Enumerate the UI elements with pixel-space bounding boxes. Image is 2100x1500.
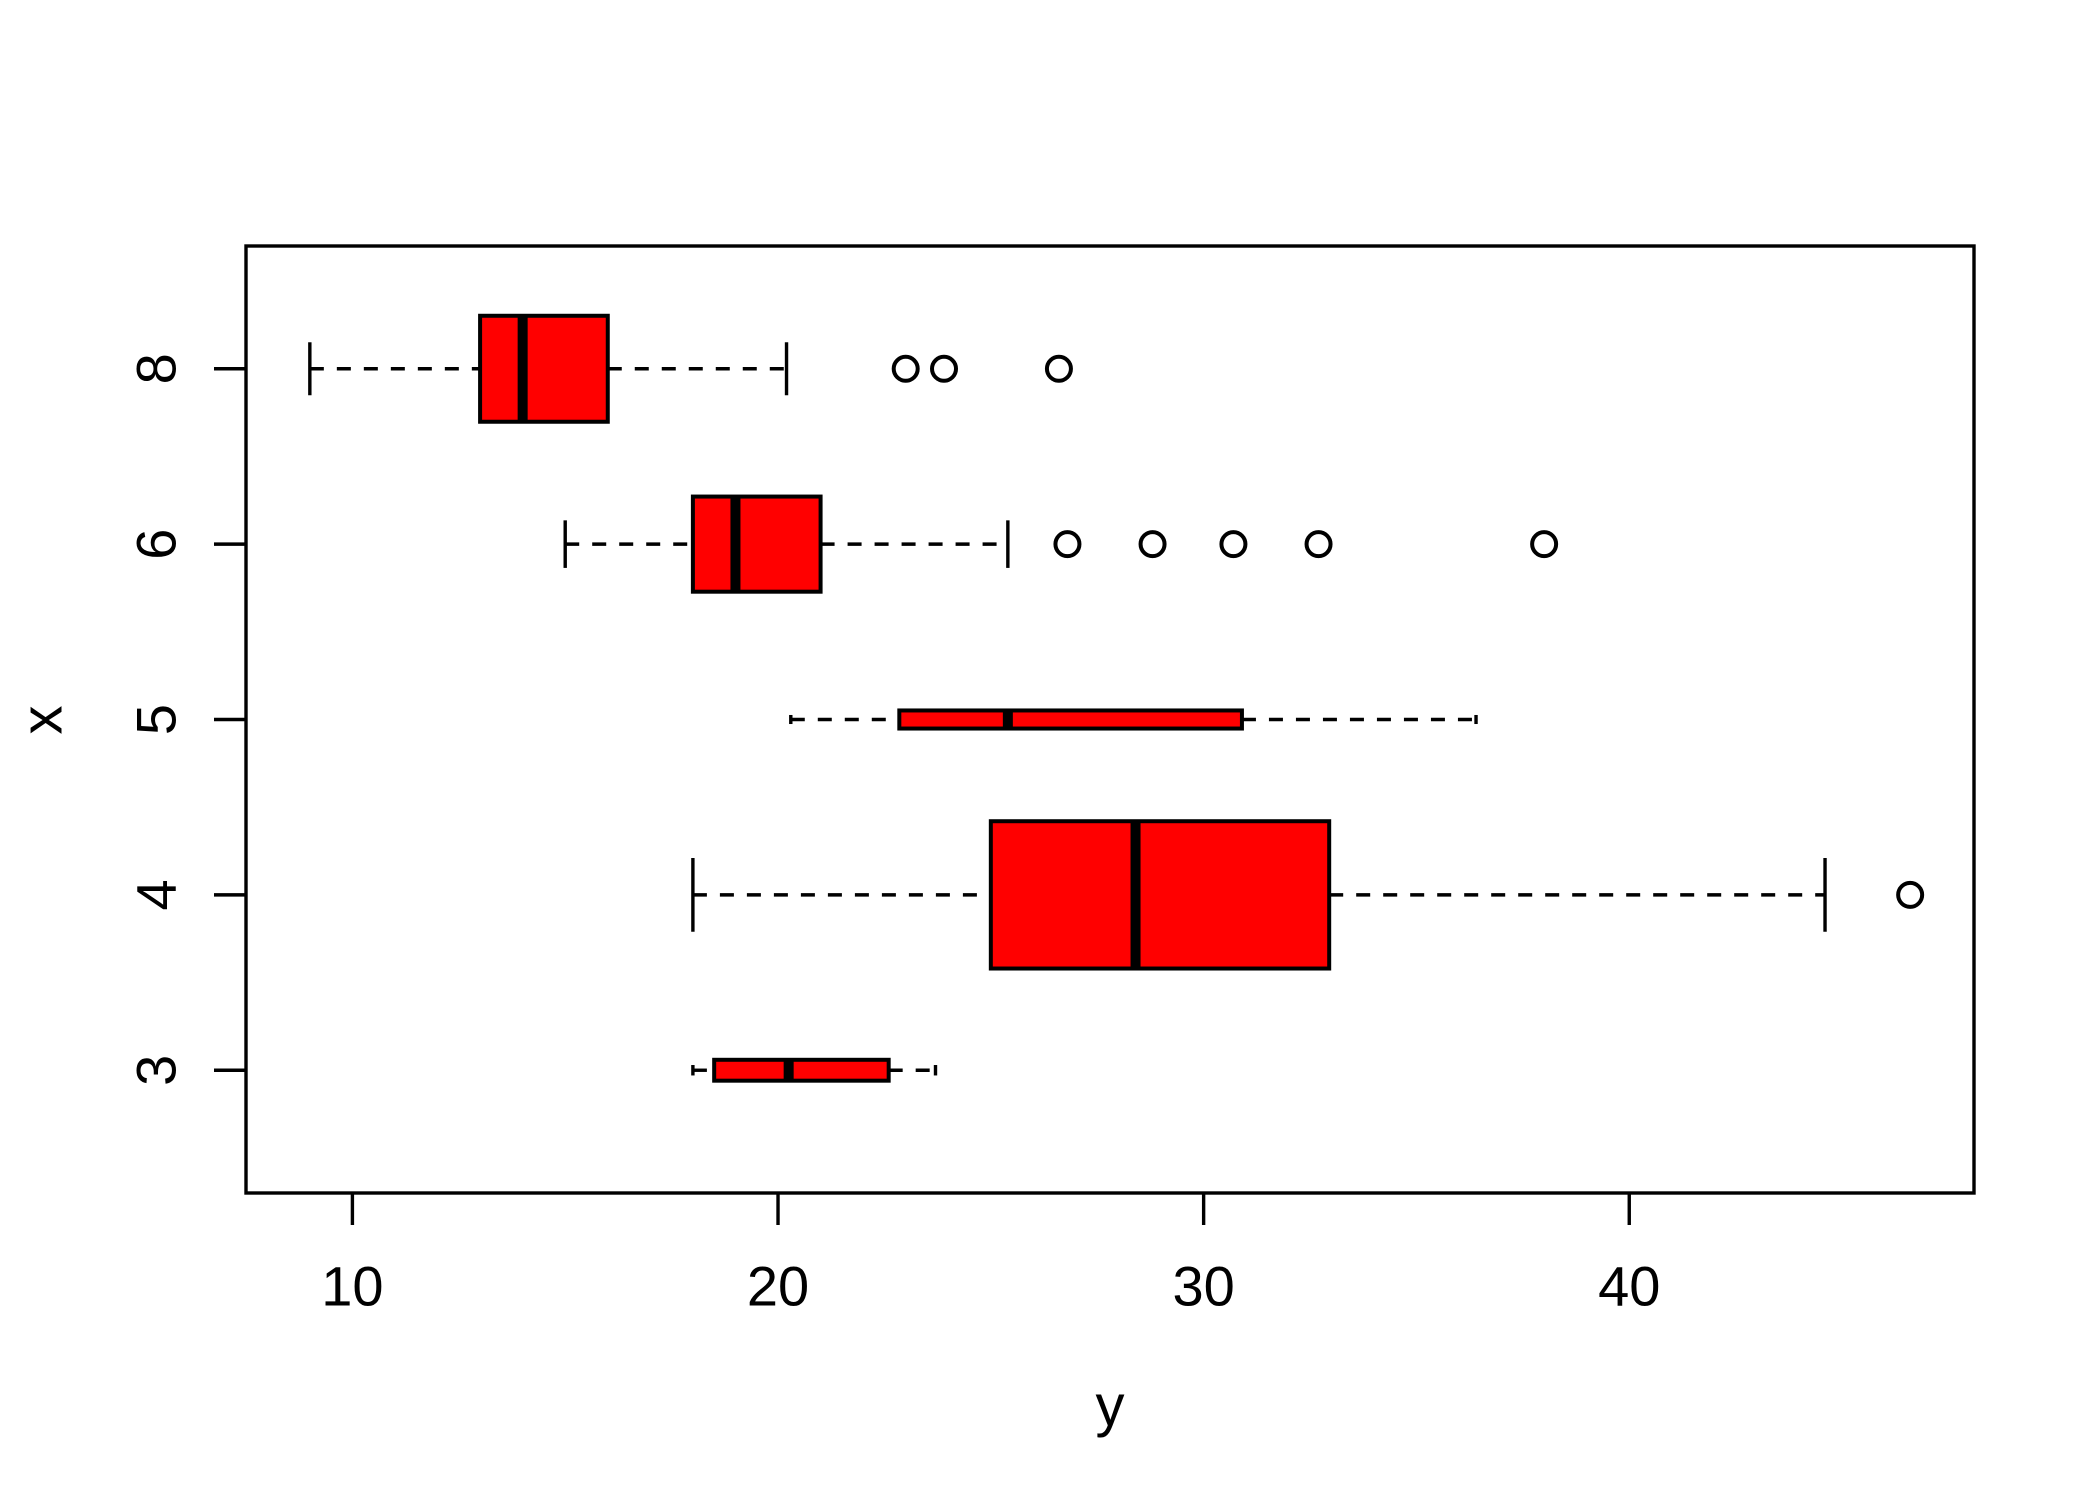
outlier-point bbox=[1138, 530, 1167, 559]
iqr-box bbox=[712, 1057, 891, 1083]
y-axis-tick-label: 5 bbox=[125, 704, 188, 735]
plot-layer: 10 20 30 40 3 4 5 6 8 bbox=[125, 244, 1976, 1318]
iqr-box bbox=[897, 708, 1244, 731]
outlier-point bbox=[1044, 354, 1073, 383]
iqr-box bbox=[988, 819, 1332, 971]
y-axis-tick-label: 8 bbox=[125, 353, 188, 384]
outlier-point bbox=[1219, 530, 1248, 559]
outlier-point bbox=[1304, 530, 1333, 559]
outlier-point bbox=[930, 354, 959, 383]
y-axis-title: x bbox=[10, 706, 75, 735]
x-axis-tick-label: 10 bbox=[321, 1255, 383, 1318]
x-axis-tick-label: 30 bbox=[1172, 1255, 1234, 1318]
y-axis-tick-label: 4 bbox=[125, 879, 188, 910]
x-axis-tick-label: 20 bbox=[747, 1255, 809, 1318]
y-axis-tick-label: 3 bbox=[125, 1055, 188, 1086]
y-axis-tick-label: 6 bbox=[125, 529, 188, 560]
x-axis-title: y bbox=[1096, 1374, 1125, 1439]
outlier-point bbox=[1530, 530, 1559, 559]
outlier-point bbox=[891, 354, 920, 383]
iqr-box bbox=[478, 313, 610, 424]
iqr-box bbox=[690, 494, 823, 594]
outlier-point bbox=[1053, 530, 1082, 559]
outlier-point bbox=[1896, 880, 1925, 909]
x-axis-tick-label: 40 bbox=[1598, 1255, 1660, 1318]
